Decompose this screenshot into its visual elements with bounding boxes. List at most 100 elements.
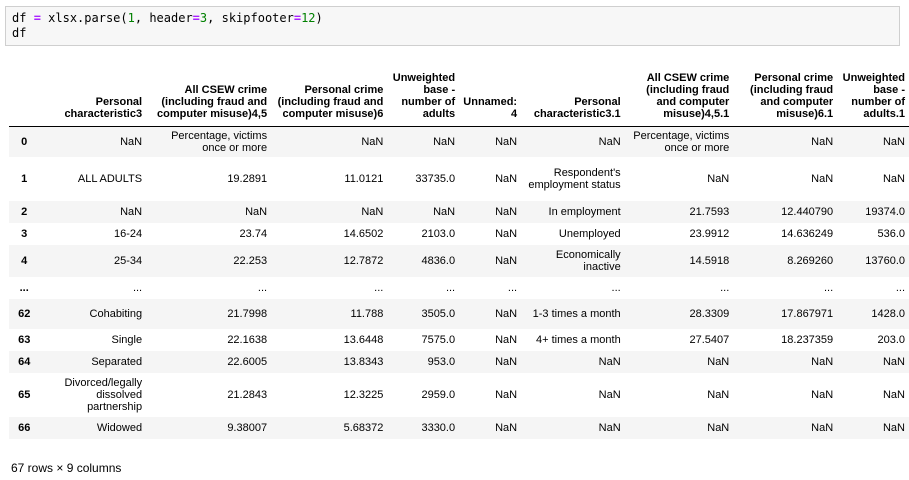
- column-header: Personal crime (including fraud and comp…: [271, 62, 388, 127]
- column-header: Unweighted base - number of adults.1: [837, 62, 909, 127]
- code-token: =: [192, 11, 200, 25]
- table-cell: NaN: [495, 307, 518, 320]
- table-cell: 12.440790: [781, 205, 834, 218]
- table-cell: ...: [132, 281, 143, 294]
- table-cell: NaN: [495, 254, 518, 267]
- code-token: =: [33, 11, 41, 25]
- code-cell[interactable]: df = xlsx.parse(1, header=3, skipfooter=…: [5, 6, 900, 46]
- table-cell: 2103.0: [421, 227, 456, 240]
- table-cell: 1-3 times a month: [532, 307, 621, 320]
- row-index: 63: [18, 333, 31, 346]
- row-index: 65: [18, 388, 31, 401]
- table-cell: NaN: [598, 135, 621, 148]
- table-cell: 8.269260: [787, 254, 834, 267]
- code-token: 12: [301, 11, 316, 25]
- table-cell: NaN: [598, 355, 621, 368]
- table-cell: ...: [720, 281, 730, 294]
- table-cell: ALL ADULTS: [77, 172, 143, 185]
- table-cell: 23.9912: [689, 227, 730, 240]
- code-token: =: [293, 11, 302, 25]
- table-row: 65 Divorced/legally dissolved partnership…: [9, 372, 909, 417]
- table-cell: In employment: [548, 205, 621, 218]
- dataframe-shape-label: 67 rows × 9 columns: [11, 461, 122, 475]
- table-cell: NaN: [598, 421, 621, 434]
- row-index: 0: [21, 135, 28, 148]
- table-cell: ...: [895, 281, 905, 294]
- table-row: 4 25-34 22.253 12.7872 4836.0 NaN Economically…: [9, 244, 909, 277]
- table-cell: NaN: [707, 172, 730, 185]
- table-cell: Percentage, victims once or more: [171, 129, 268, 154]
- row-index: 4: [21, 254, 28, 267]
- table-cell: 19374.0: [865, 205, 905, 218]
- table-cell: NaN: [882, 421, 905, 434]
- code-token: , skipfooter: [207, 11, 294, 25]
- table-cell: NaN: [882, 135, 905, 148]
- table-cell: ...: [445, 281, 456, 294]
- table-cell: 4+ times a month: [536, 333, 621, 346]
- table-cell: 17.867971: [781, 307, 834, 320]
- table-cell: NaN: [433, 135, 456, 148]
- table-cell: NaN: [495, 135, 518, 148]
- table-cell: 203.0: [877, 333, 905, 346]
- code-token: df: [12, 26, 27, 40]
- table-cell: 14.636249: [781, 227, 834, 240]
- table-cell: NaN: [707, 421, 730, 434]
- table-cell: 12.3225: [343, 388, 384, 401]
- table-cell: 22.1638: [227, 333, 268, 346]
- code-token: ): [315, 11, 323, 25]
- row-index: ...: [19, 281, 29, 294]
- column-header: Personal characteristic3: [39, 62, 147, 127]
- table-cell: NaN: [495, 333, 518, 346]
- code-token: , header: [134, 11, 193, 25]
- table-cell: NaN: [811, 421, 834, 434]
- code-token: df: [12, 11, 27, 25]
- table-row: 62 Cohabiting 21.7998 11.788 3505.0 NaN 1-3 ti…: [9, 298, 909, 329]
- table-cell: 14.5918: [689, 254, 730, 267]
- table-cell: NaN: [495, 205, 518, 218]
- table-cell: 12.7872: [343, 254, 384, 267]
- table-cell: 21.7998: [227, 307, 268, 320]
- table-cell: 22.6005: [227, 355, 268, 368]
- table-row: 64 Separated 22.6005 13.8343 953.0 NaN NaN NaN N…: [9, 350, 909, 373]
- dataframe-output: Personal characteristic3 All CSEW crime …: [9, 62, 909, 439]
- table-cell: ...: [823, 281, 834, 294]
- table-row: 0 NaN Percentage, victims once or more NaN N…: [9, 126, 909, 157]
- table-cell: NaN: [811, 172, 834, 185]
- table-cell: Single: [111, 333, 143, 346]
- table-row: 2 NaN NaN NaN NaN NaN In employment 21.7593 12.4…: [9, 200, 909, 223]
- table-cell: 14.6502: [343, 227, 384, 240]
- column-header: Personal characteristic3.1: [521, 62, 625, 127]
- table-cell: 13.8343: [343, 355, 384, 368]
- table-cell: NaN: [707, 355, 730, 368]
- table-row: 66 Widowed 9.38007 5.68372 3330.0 NaN NaN NaN Na…: [9, 416, 909, 439]
- column-header: Unweighted base - number of adults: [387, 62, 460, 127]
- table-cell: NaN: [120, 135, 143, 148]
- table-cell: NaN: [245, 205, 268, 218]
- table-cell: Percentage, victims once or more: [633, 129, 730, 154]
- table-cell: 16-24: [113, 227, 143, 240]
- table-cell: 33735.0: [415, 172, 456, 185]
- row-index: 1: [21, 172, 28, 185]
- table-cell: 11.788: [350, 307, 384, 320]
- dataframe-table: Personal characteristic3 All CSEW crime …: [9, 62, 909, 439]
- row-index: 3: [21, 227, 28, 240]
- table-cell: NaN: [433, 205, 456, 218]
- table-row: 1 ALL ADULTS 19.2891 11.0121 33735.0 NaN Respo…: [9, 156, 909, 201]
- table-cell: 3330.0: [421, 421, 456, 434]
- table-cell: ...: [507, 281, 518, 294]
- table-cell: Divorced/legally dissolved partnership: [64, 376, 143, 413]
- table-cell: 27.5407: [689, 333, 730, 346]
- table-cell: 21.2843: [227, 388, 268, 401]
- code-token: xlsx.parse(: [48, 11, 128, 25]
- table-cell: 5.68372: [343, 421, 384, 434]
- table-cell: 28.3309: [689, 307, 730, 320]
- table-cell: NaN: [598, 388, 621, 401]
- table-cell: 13760.0: [865, 254, 905, 267]
- table-cell: NaN: [811, 135, 834, 148]
- table-cell: 22.253: [233, 254, 268, 267]
- table-cell: Unemployed: [558, 227, 621, 240]
- table-cell: 2959.0: [421, 388, 456, 401]
- table-cell: NaN: [120, 205, 143, 218]
- table-cell: 23.74: [239, 227, 268, 240]
- table-cell: Cohabiting: [89, 307, 143, 320]
